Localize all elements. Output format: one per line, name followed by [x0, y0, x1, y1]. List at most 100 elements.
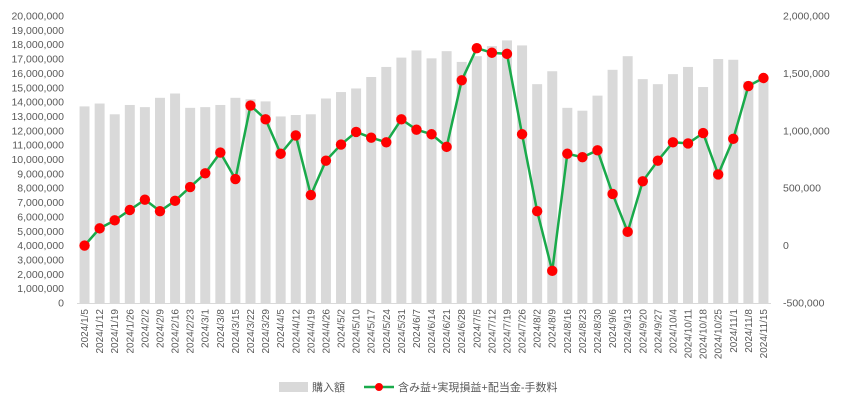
- line-point: [215, 147, 226, 158]
- x-axis-tick-label: 2024/6/21: [442, 309, 453, 354]
- right-axis-tick-label: 0: [783, 240, 789, 252]
- line-point: [154, 205, 166, 217]
- x-axis-tick-label: 2024/5/24: [382, 309, 393, 354]
- bar: [667, 74, 678, 304]
- line-series-path: [83, 46, 765, 273]
- bar: [456, 61, 467, 303]
- line-point: [547, 265, 558, 277]
- x-axis-tick-label: 2024/1/5: [80, 309, 91, 348]
- line-point: [139, 194, 151, 205]
- line-point: [350, 126, 362, 138]
- bar: [79, 106, 90, 304]
- x-axis-tick-label: 2024/5/2: [337, 309, 348, 348]
- left-axis-tick-label: 10,000,000: [11, 154, 64, 166]
- x-axis-tick-label: 2024/6/7: [412, 309, 423, 348]
- right-axis-tick-label: 1,000,000: [783, 125, 830, 137]
- bar: [320, 98, 331, 303]
- line-point: [516, 129, 528, 140]
- line-point: [320, 155, 332, 166]
- line-point: [577, 152, 588, 163]
- line-point: [169, 195, 181, 207]
- line-series-layer: [79, 42, 769, 277]
- legend-swatch-bar: [279, 382, 308, 392]
- line-point: [381, 137, 392, 148]
- right-axis: -500,000 0 500,000 1,000,000 1,500,000 2,000,…: [783, 11, 830, 310]
- bar: [562, 107, 573, 303]
- line-point: [305, 189, 317, 201]
- left-axis-tick-label: 17,000,000: [11, 54, 64, 66]
- x-axis-tick-label: 2024/3/1: [201, 309, 212, 348]
- bar: [155, 97, 165, 303]
- bar: [336, 92, 346, 303]
- line-point: [184, 181, 196, 193]
- left-axis-tick-label: 6,000,000: [17, 211, 64, 223]
- bar: [486, 46, 497, 303]
- x-axis-tick-label: 2024/5/31: [397, 309, 408, 354]
- x-axis-tick-label: 2024/8/2: [533, 309, 544, 348]
- bar: [441, 51, 452, 303]
- line-point: [713, 169, 724, 180]
- x-axis-tick-label: 2024/5/10: [352, 309, 363, 354]
- x-axis-tick-label: 2024/11/1: [729, 309, 740, 353]
- line-point: [335, 139, 347, 150]
- x-axis-tick-label: 2024/1/12: [95, 309, 106, 354]
- bar: [637, 79, 648, 303]
- x-axis-tick-label: 2024/9/27: [653, 309, 664, 354]
- left-axis-tick-label: 2,000,000: [17, 269, 64, 281]
- left-axis-tick-label: 1,000,000: [17, 283, 64, 295]
- line-point: [486, 47, 498, 58]
- x-axis-tick-label: 2024/2/9: [155, 309, 166, 348]
- x-axis-tick-label: 2024/7/19: [502, 309, 513, 354]
- bar: [698, 87, 709, 303]
- x-axis-tick-label: 2024/10/11: [684, 309, 695, 359]
- line-point: [366, 132, 377, 143]
- x-axis-tick-label: 2024/11/8: [744, 309, 755, 353]
- line-point: [109, 215, 120, 226]
- line-point: [456, 75, 467, 86]
- bar: [517, 45, 528, 304]
- x-axis-tick-label: 2024/2/23: [186, 309, 197, 354]
- line-point: [411, 124, 422, 135]
- bar: [713, 59, 724, 303]
- left-axis-tick-label: 5,000,000: [17, 226, 64, 238]
- left-axis-tick-label: 0: [58, 298, 64, 310]
- x-axis-tick-label: 2024/4/5: [276, 309, 287, 348]
- x-axis-tick-label: 2024/3/8: [216, 309, 227, 348]
- bar: [124, 104, 135, 303]
- line-point: [743, 80, 754, 92]
- x-axis: 2024/1/5 2024/1/12 2024/1/19 2024/1/26 2024/…: [77, 303, 771, 359]
- right-axis-tick-label: 500,000: [783, 183, 821, 195]
- line-point: [94, 223, 105, 234]
- line-point: [728, 133, 739, 145]
- bar: [396, 57, 407, 304]
- bar: [502, 40, 512, 303]
- bar: [471, 56, 482, 304]
- x-axis-tick-label: 2024/7/12: [487, 309, 498, 354]
- bar: [139, 107, 150, 304]
- x-axis-tick-label: 2024/1/26: [125, 309, 136, 354]
- legend-label-bar: 購入額: [312, 380, 345, 394]
- line-point: [245, 100, 256, 111]
- line-point: [607, 188, 618, 200]
- bar: [109, 114, 120, 303]
- x-axis-tick-label: 2024/7/5: [472, 309, 483, 348]
- bar: [683, 66, 693, 303]
- bar: [411, 50, 422, 303]
- right-axis-tick-label: 1,500,000: [783, 68, 830, 80]
- bar: [185, 107, 196, 303]
- line-point: [426, 129, 437, 140]
- bar: [758, 77, 769, 303]
- right-axis-tick-label: 2,000,000: [783, 11, 830, 23]
- line-point: [531, 205, 543, 217]
- line-point: [758, 72, 769, 84]
- bar: [245, 99, 256, 303]
- line-point: [200, 168, 211, 179]
- x-axis-tick-label: 2024/3/29: [261, 309, 272, 354]
- x-axis-tick-label: 2024/8/9: [548, 309, 559, 348]
- x-axis-tick-label: 2024/2/2: [140, 309, 151, 348]
- legend-label-line: 含み益+実現損益+配当金-手数料: [398, 380, 558, 394]
- bar: [607, 69, 618, 303]
- left-axis-tick-label: 9,000,000: [17, 168, 64, 180]
- line-point: [667, 137, 679, 148]
